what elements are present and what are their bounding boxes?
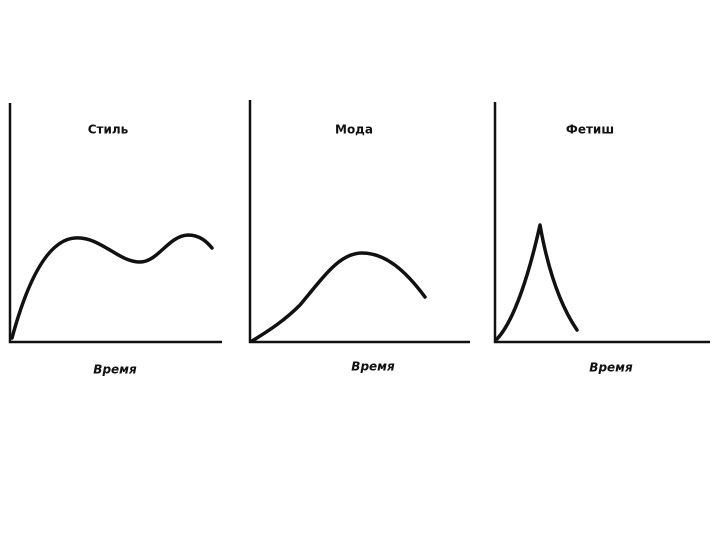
- panel: Мода Время: [248, 100, 470, 374]
- panel-title: Мода: [335, 123, 373, 137]
- x-label: Время: [351, 360, 395, 374]
- panel-title: Фетиш: [566, 123, 614, 137]
- axes: [493, 102, 710, 344]
- axes: [8, 103, 222, 344]
- panel-title: Стиль: [88, 123, 129, 137]
- axes: [248, 100, 470, 344]
- curve: [250, 251, 427, 343]
- x-label: Время: [93, 363, 137, 377]
- curve: [495, 223, 579, 341]
- panel: Фетиш Время: [493, 102, 710, 375]
- curve: [10, 233, 214, 340]
- x-label: Время: [589, 361, 633, 375]
- panel: Стиль Время: [8, 103, 222, 377]
